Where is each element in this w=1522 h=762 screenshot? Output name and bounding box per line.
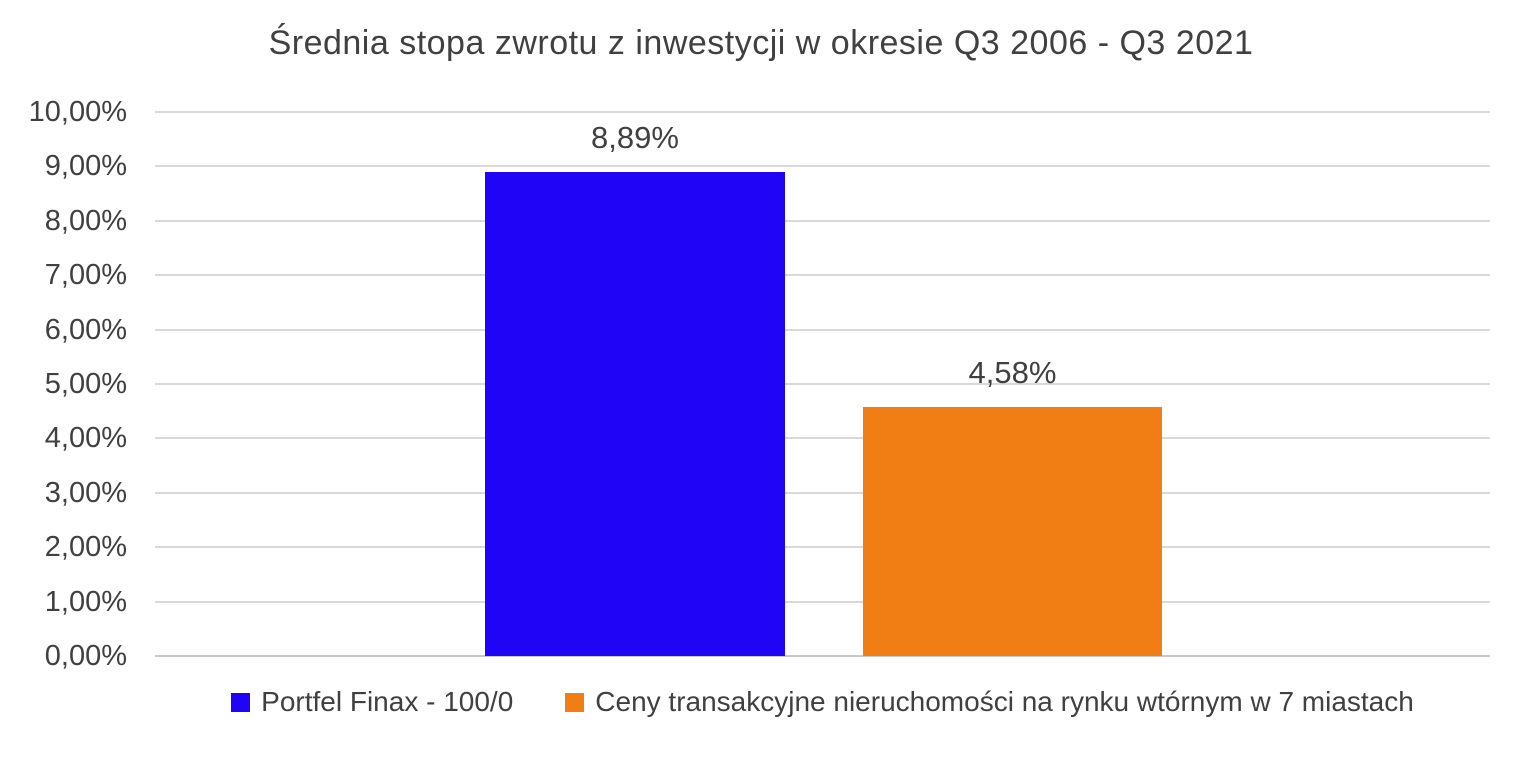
chart-title: Średnia stopa zwrotu z inwestycji w okre… — [268, 24, 1254, 62]
bar-ceny-transakcyjne[interactable] — [863, 407, 1162, 656]
y-axis-tick-label: 9,00% — [44, 150, 127, 182]
legend-swatch-blue-icon — [231, 692, 251, 712]
gridline — [155, 601, 1490, 603]
gridline — [155, 220, 1490, 222]
gridline — [155, 492, 1490, 494]
y-axis-tick-label: 6,00% — [44, 314, 127, 346]
legend-label-portfel-finax: Portfel Finax - 100/0 — [261, 686, 514, 717]
legend-item-ceny-transakcyjne[interactable]: Ceny transakcyjne nieruchomości na rynku… — [565, 686, 1414, 718]
y-axis-tick-label: 3,00% — [44, 477, 127, 509]
data-label-portfel-finax: 8,89% — [591, 120, 679, 155]
gridline — [155, 546, 1490, 548]
legend-item-portfel-finax[interactable]: Portfel Finax - 100/0 — [231, 686, 513, 718]
gridline — [155, 329, 1490, 331]
gridline — [155, 437, 1490, 439]
gridline — [155, 383, 1490, 385]
y-axis-tick-label: 7,00% — [44, 259, 127, 291]
legend-swatch-orange-icon — [565, 692, 585, 712]
y-axis-tick-label: 1,00% — [44, 586, 127, 618]
y-axis-tick-label: 2,00% — [44, 531, 127, 563]
legend: Portfel Finax - 100/0 Ceny transakcyjne … — [155, 686, 1490, 718]
gridline — [155, 274, 1490, 276]
y-axis: 10,00% 9,00% 8,00% 7,00% 6,00% 5,00% 4,0… — [0, 0, 127, 762]
plot-area: 8,89% 4,58% — [155, 111, 1490, 657]
y-axis-tick-label: 10,00% — [28, 96, 127, 128]
y-axis-tick-label: 0,00% — [44, 640, 127, 672]
gridline — [155, 165, 1490, 167]
bar-portfel-finax[interactable] — [485, 172, 785, 656]
data-label-ceny-transakcyjne: 4,58% — [968, 355, 1057, 390]
gridline — [155, 111, 1490, 113]
gridline — [155, 655, 1490, 657]
y-axis-tick-label: 4,00% — [44, 422, 127, 454]
y-axis-tick-label: 8,00% — [44, 205, 127, 237]
legend-label-ceny-transakcyjne: Ceny transakcyjne nieruchomości na rynku… — [595, 686, 1414, 717]
y-axis-tick-label: 5,00% — [44, 368, 127, 400]
